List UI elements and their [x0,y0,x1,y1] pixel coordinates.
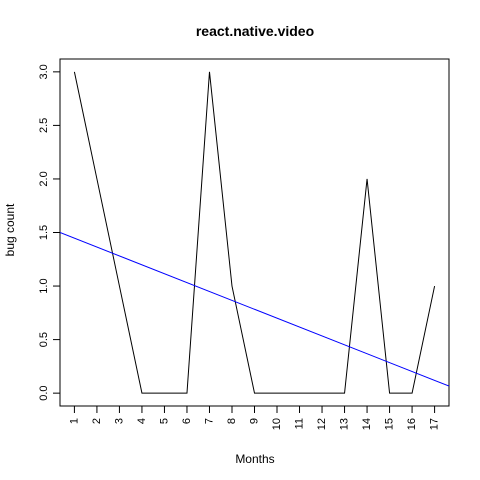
y-axis-label: bug count [3,203,17,256]
y-tick-label: 0.0 [38,385,50,400]
y-tick-label: 2.0 [38,171,50,186]
y-tick-label: 1.0 [38,278,50,293]
x-tick-label: 15 [383,418,395,430]
x-tick-label: 3 [113,418,125,424]
x-tick-label: 7 [203,418,215,424]
y-tick-label: 0.5 [38,332,50,347]
trend-line [60,232,449,387]
x-axis-label: Months [235,452,274,466]
x-tick-label: 17 [428,418,440,430]
x-tick-label: 1 [68,418,80,424]
x-tick-label: 4 [136,418,148,424]
x-tick-label: 13 [338,418,350,430]
x-tick-label: 5 [158,418,170,424]
x-tick-label: 16 [406,418,418,430]
y-tick-label: 3.0 [38,64,50,79]
x-tick-label: 12 [316,418,328,430]
plot-area: 1 2 3 4 5 6 7 8 9 10 11 12 13 14 15 16 170.00.51.01.52.0… [38,58,450,430]
x-tick-label: 2 [91,418,103,424]
x-tick-label: 11 [293,418,305,429]
y-tick-label: 1.5 [38,225,50,240]
x-tick-label: 9 [248,418,260,424]
x-tick-label: 14 [361,418,373,430]
x-tick-label: 8 [226,418,238,424]
y-tick-label: 2.5 [38,118,50,133]
x-tick-label: 10 [271,418,283,430]
chart-title: react.native.video [196,23,314,39]
x-tick-label: 6 [181,418,193,424]
